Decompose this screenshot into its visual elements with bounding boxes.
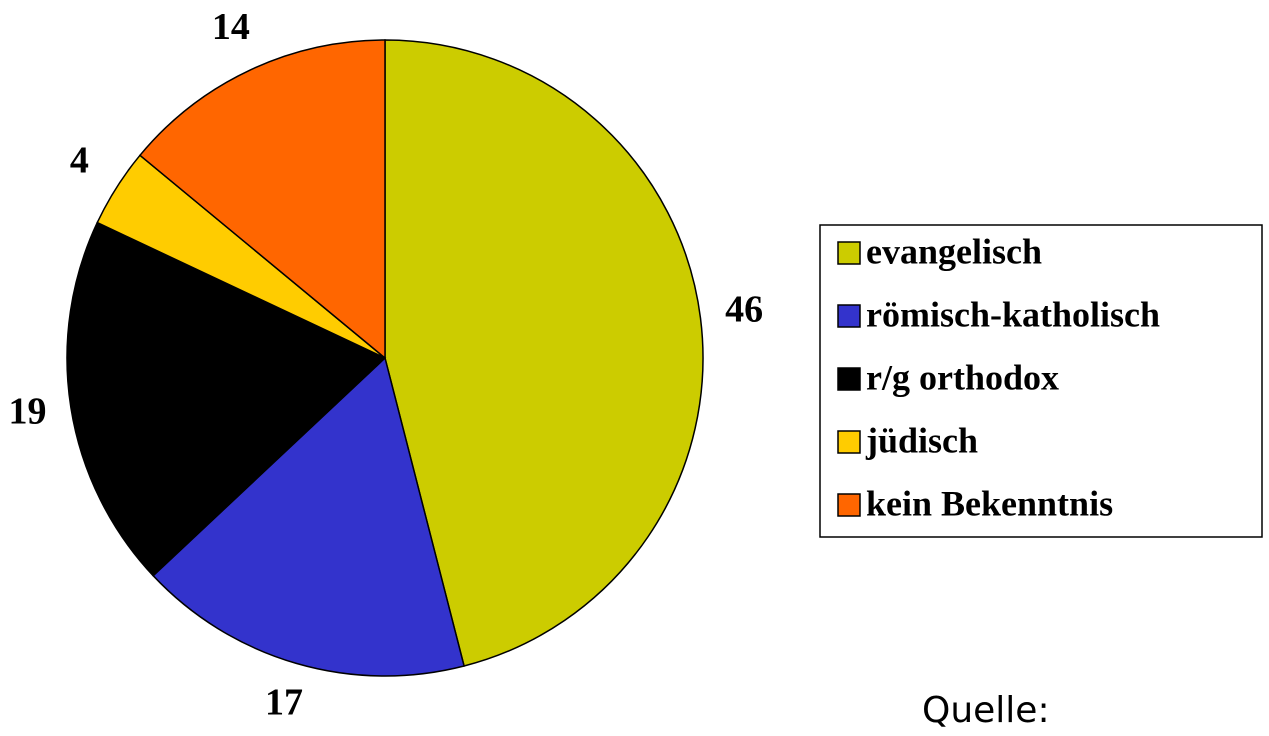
legend-label: römisch-katholisch [866, 294, 1160, 334]
data-label: 4 [70, 140, 89, 182]
data-label: 46 [725, 288, 763, 330]
source-note: Quelle: [922, 690, 1050, 731]
pie-slice [152, 356, 465, 677]
pie-slice [138, 39, 386, 360]
legend-box [819, 224, 1263, 538]
data-label: 17 [265, 681, 303, 723]
data-label: 14 [212, 6, 250, 48]
legend-label: r/g orthodox [866, 357, 1059, 397]
legend-swatch [837, 367, 861, 391]
legend-swatch [837, 241, 861, 265]
legend-label: jüdisch [865, 420, 978, 460]
pie-slice [66, 221, 387, 577]
legend-swatch [837, 430, 861, 454]
legend-swatch [837, 493, 861, 517]
legend-label: kein Bekenntnis [866, 483, 1113, 523]
pie-slice [384, 39, 704, 667]
data-label: 19 [8, 390, 46, 432]
legend-label: evangelisch [866, 231, 1042, 271]
legend-swatch [837, 304, 861, 328]
